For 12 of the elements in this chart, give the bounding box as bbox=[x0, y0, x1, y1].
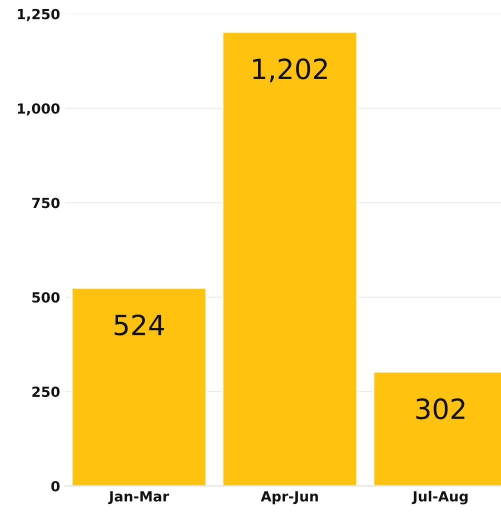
y-tick-label: 500 bbox=[32, 292, 60, 303]
y-tick-label: 750 bbox=[32, 198, 60, 208]
data-label: 524 bbox=[114, 314, 164, 336]
data-label: 1,202 bbox=[253, 58, 327, 82]
y-tick-label: 1,000 bbox=[18, 103, 60, 116]
y-tick-label: 250 bbox=[32, 386, 60, 398]
x-tick-label: Jul-Aug bbox=[412, 490, 468, 504]
y-tick-label: 0 bbox=[51, 480, 60, 492]
x-tick-label: Jan-Mar bbox=[108, 491, 170, 504]
y-tick-label: 1,250 bbox=[18, 8, 60, 22]
data-label: 302 bbox=[416, 398, 464, 420]
x-tick-label: Apr-Jun bbox=[260, 491, 318, 504]
